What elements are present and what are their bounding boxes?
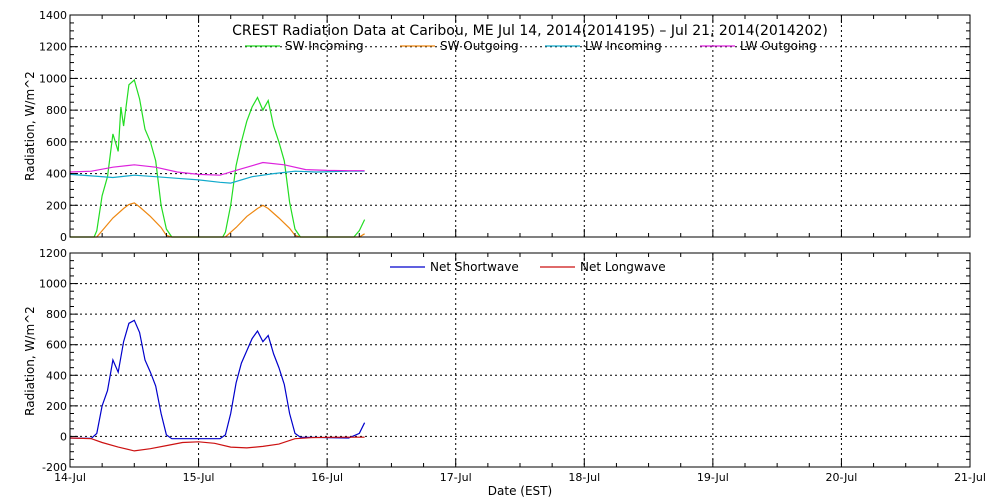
legend-label: SW Outgoing (440, 39, 519, 53)
y-tick-label: 0 (60, 430, 67, 443)
y-tick-label: 600 (46, 136, 67, 149)
y-tick-label: 800 (46, 104, 67, 117)
series-line-sw-incoming (70, 78, 366, 238)
legend-label: LW Incoming (585, 39, 662, 53)
y-tick-label: 1000 (39, 278, 67, 291)
legend-layer: SW Incoming SW Outgoing LW Incoming LW Outg… (245, 39, 817, 274)
series-line-net-shortwave (69, 319, 366, 440)
legend-label: Net Shortwave (430, 260, 519, 274)
y-tick-label: 400 (46, 369, 67, 382)
plot-frame (69, 14, 971, 238)
x-axis-label: Date (EST) (488, 484, 552, 498)
axis-layer: 0 200 400 600 800 1000 1200 1400 14-Jul 15-Jul 16-… (39, 9, 986, 484)
y-tick-label: 1400 (39, 9, 67, 22)
series-line-sw-outgoing (70, 202, 365, 238)
y-tick-label: 800 (46, 308, 67, 321)
legend-label: LW Outgoing (740, 39, 817, 53)
y-axis-label-top: Radiation, W/m^2 (23, 71, 37, 181)
y-tick-label: 1200 (39, 41, 67, 54)
x-tick-label: 19-Jul (697, 471, 729, 484)
x-tick-label: 17-Jul (440, 471, 472, 484)
y-tick-label: 400 (46, 168, 67, 181)
x-tick-label: 20-Jul (825, 471, 857, 484)
y-tick-label: 600 (46, 339, 67, 352)
x-tick-label: 14-Jul (54, 471, 86, 484)
x-tick-label: 15-Jul (183, 471, 215, 484)
y-tick-label: 0 (60, 231, 67, 244)
legend-label: SW Incoming (285, 39, 364, 53)
x-tick-label: 16-Jul (311, 471, 343, 484)
series-line-lw-outgoing (69, 161, 365, 176)
y-tick-label: -200 (42, 461, 67, 474)
y-tick-label: 1000 (39, 72, 67, 85)
series-line-lw-incoming (69, 170, 365, 184)
y-axis-label-bottom: Radiation, W/m^2 (23, 306, 37, 416)
y-tick-label: 200 (46, 400, 67, 413)
plot-frame (69, 252, 971, 468)
series-line-net-longwave (69, 436, 365, 452)
x-tick-label: 21-Jul (954, 471, 986, 484)
series-layer (69, 78, 366, 452)
legend-label: Net Longwave (580, 260, 666, 274)
y-tick-label: 1200 (39, 247, 67, 260)
chart-title: CREST Radiation Data at Caribou, ME Jul … (232, 23, 828, 39)
x-tick-label: 18-Jul (568, 471, 600, 484)
y-tick-label: 200 (46, 199, 67, 212)
grid-layer (70, 15, 970, 467)
